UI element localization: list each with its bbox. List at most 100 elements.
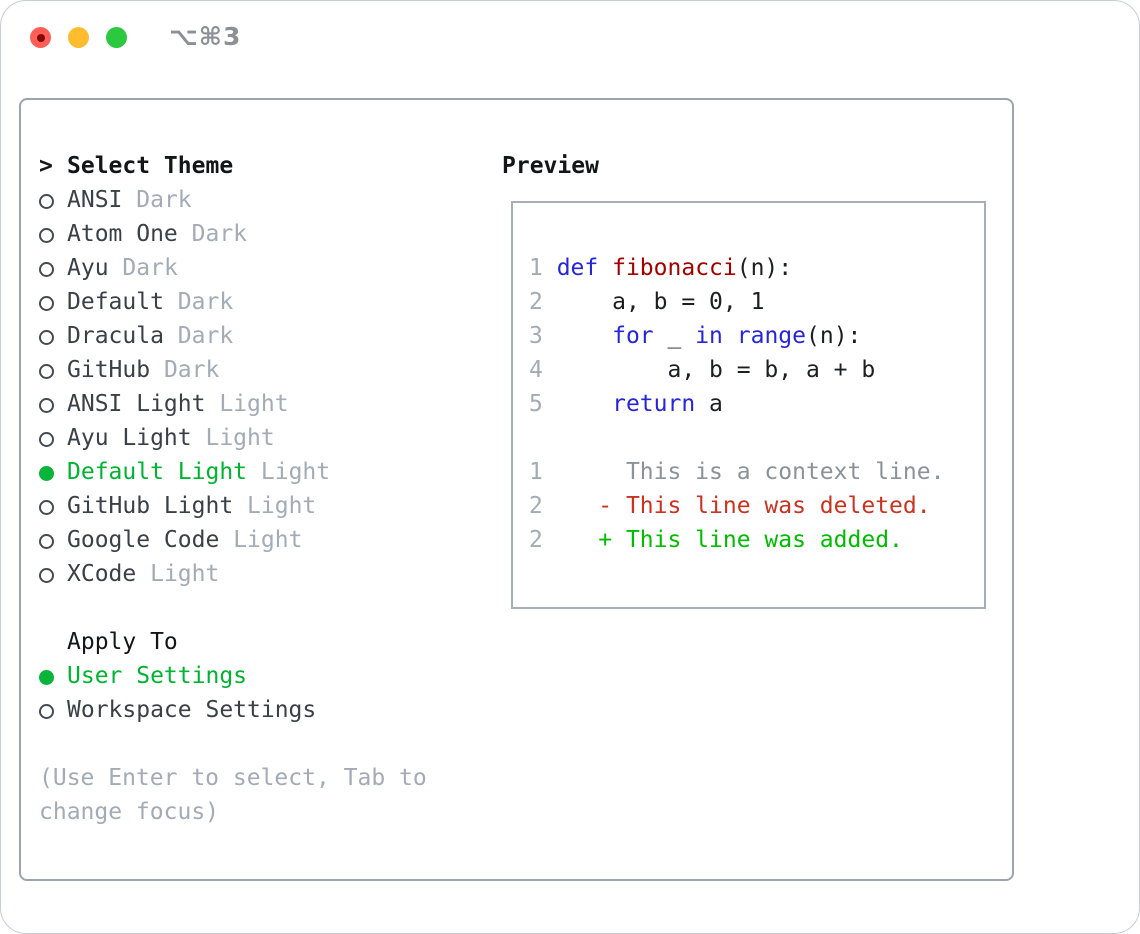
line-number: 5	[529, 391, 543, 417]
theme-selector: > Select Theme ANSI Dark Atom One Dark Ayu …	[39, 149, 489, 829]
traffic-lights	[30, 27, 127, 48]
theme-variant-label: Light	[219, 391, 289, 417]
theme-variant-label: Light	[260, 459, 331, 485]
code-line	[529, 421, 984, 455]
line-number: 3	[529, 323, 543, 349]
theme-name: GitHub	[67, 357, 151, 383]
theme-variant-label: Dark	[191, 221, 248, 247]
unsaved-dot-icon	[36, 33, 45, 42]
theme-list: ANSI Dark Atom One Dark Ayu Dark Default Da…	[39, 183, 489, 591]
hint-text: (Use Enter to select, Tab to change focu…	[39, 765, 427, 825]
code-line: 1 def fibonacci(n):	[529, 251, 984, 285]
theme-option[interactable]: Default Light Light	[39, 455, 489, 489]
theme-option[interactable]: Ayu Light Light	[39, 421, 489, 455]
code-segment: a	[695, 391, 723, 417]
code-segment: + This line was added.	[556, 527, 903, 553]
code-line: 2 - This line was deleted.	[529, 489, 984, 523]
radio-icon	[39, 227, 54, 243]
code-line: 3 for _ in range(n):	[529, 319, 984, 353]
theme-variant-label: Dark	[136, 187, 192, 213]
apply-to-title: Apply To	[67, 629, 178, 655]
theme-name: ANSI Light	[67, 391, 206, 417]
theme-option[interactable]: Atom One Dark	[39, 217, 489, 251]
theme-variant-label: Dark	[163, 357, 220, 383]
code-line: 2 a, b = 0, 1	[529, 285, 984, 319]
theme-option[interactable]: Default Dark	[39, 285, 489, 319]
code-segment: (n):	[736, 255, 793, 281]
preview-heading: Preview	[502, 153, 599, 179]
close-button[interactable]	[30, 27, 51, 48]
theme-name: Ayu	[67, 255, 109, 281]
code-segment: fibonacci	[612, 255, 737, 281]
radio-icon	[39, 499, 54, 515]
theme-variant-label: Light	[233, 527, 303, 553]
code-segment	[723, 323, 737, 349]
code-line: 2 + This line was added.	[529, 523, 984, 557]
zoom-button[interactable]	[106, 27, 127, 48]
theme-name: XCode	[67, 561, 137, 587]
radio-icon	[39, 533, 54, 549]
line-number: 1	[529, 459, 543, 485]
line-number: 2	[529, 527, 543, 553]
apply-to-option[interactable]: User Settings	[39, 659, 489, 693]
radio-icon	[39, 261, 54, 277]
code-segment	[557, 391, 612, 417]
code-segment: a, b = b, a + b	[556, 357, 876, 383]
line-number: 4	[529, 357, 543, 383]
theme-variant-label: Dark	[177, 323, 234, 349]
theme-option[interactable]: Dracula Dark	[39, 319, 489, 353]
theme-variant-label: Light	[150, 561, 220, 587]
code-segment: range	[736, 323, 806, 349]
spacer	[39, 591, 489, 625]
apply-to-heading: Apply To	[39, 625, 489, 659]
radio-icon	[39, 193, 54, 209]
theme-name: GitHub Light	[67, 493, 234, 519]
line-number: 2	[529, 493, 543, 519]
code-segment	[598, 255, 612, 281]
code-segment: a, b = 0, 1	[556, 289, 765, 315]
code-line: 5 return a	[529, 387, 984, 421]
window-title: ⌥⌘3	[169, 22, 242, 51]
apply-to-label: Workspace Settings	[67, 697, 317, 723]
theme-option[interactable]: XCode Light	[39, 557, 489, 591]
select-theme-title: Select Theme	[67, 153, 234, 179]
theme-name: Ayu Light	[67, 425, 192, 451]
line-number: 1	[529, 255, 543, 281]
theme-option[interactable]: GitHub Dark	[39, 353, 489, 387]
theme-option[interactable]: GitHub Light Light	[39, 489, 489, 523]
radio-icon	[39, 703, 54, 719]
theme-option[interactable]: ANSI Light Light	[39, 387, 489, 421]
theme-selector-panel: > Select Theme ANSI Dark Atom One Dark Ayu …	[19, 98, 1014, 881]
code-segment: return	[612, 391, 696, 417]
theme-option[interactable]: Ayu Dark	[39, 251, 489, 285]
code-line: 4 a, b = b, a + b	[529, 353, 984, 387]
code-segment: - This line was deleted.	[556, 493, 931, 519]
radio-icon	[39, 567, 54, 583]
theme-variant-label: Light	[205, 425, 275, 451]
theme-name: Default	[67, 289, 164, 315]
theme-option[interactable]: Google Code Light	[39, 523, 489, 557]
theme-option[interactable]: ANSI Dark	[39, 183, 489, 217]
code-segment	[557, 323, 612, 349]
theme-name: Dracula	[67, 323, 164, 349]
apply-to-label: User Settings	[67, 663, 248, 689]
code-segment: (n):	[806, 323, 862, 349]
radio-icon	[39, 431, 54, 447]
radio-selected-icon	[39, 669, 54, 685]
theme-name: ANSI	[67, 187, 123, 213]
radio-selected-icon	[39, 465, 54, 481]
prompt-caret: >	[39, 153, 53, 179]
spacer	[39, 727, 489, 761]
apply-to-list: User Settings Workspace Settings	[39, 659, 489, 727]
code-segment: in	[695, 323, 723, 349]
radio-icon	[39, 363, 54, 379]
select-theme-heading: > Select Theme	[39, 149, 489, 183]
apply-to-option[interactable]: Workspace Settings	[39, 693, 489, 727]
line-number: 2	[529, 289, 543, 315]
theme-name: Atom One	[67, 221, 178, 247]
theme-name: Default Light	[67, 459, 248, 485]
minimize-button[interactable]	[68, 27, 89, 48]
